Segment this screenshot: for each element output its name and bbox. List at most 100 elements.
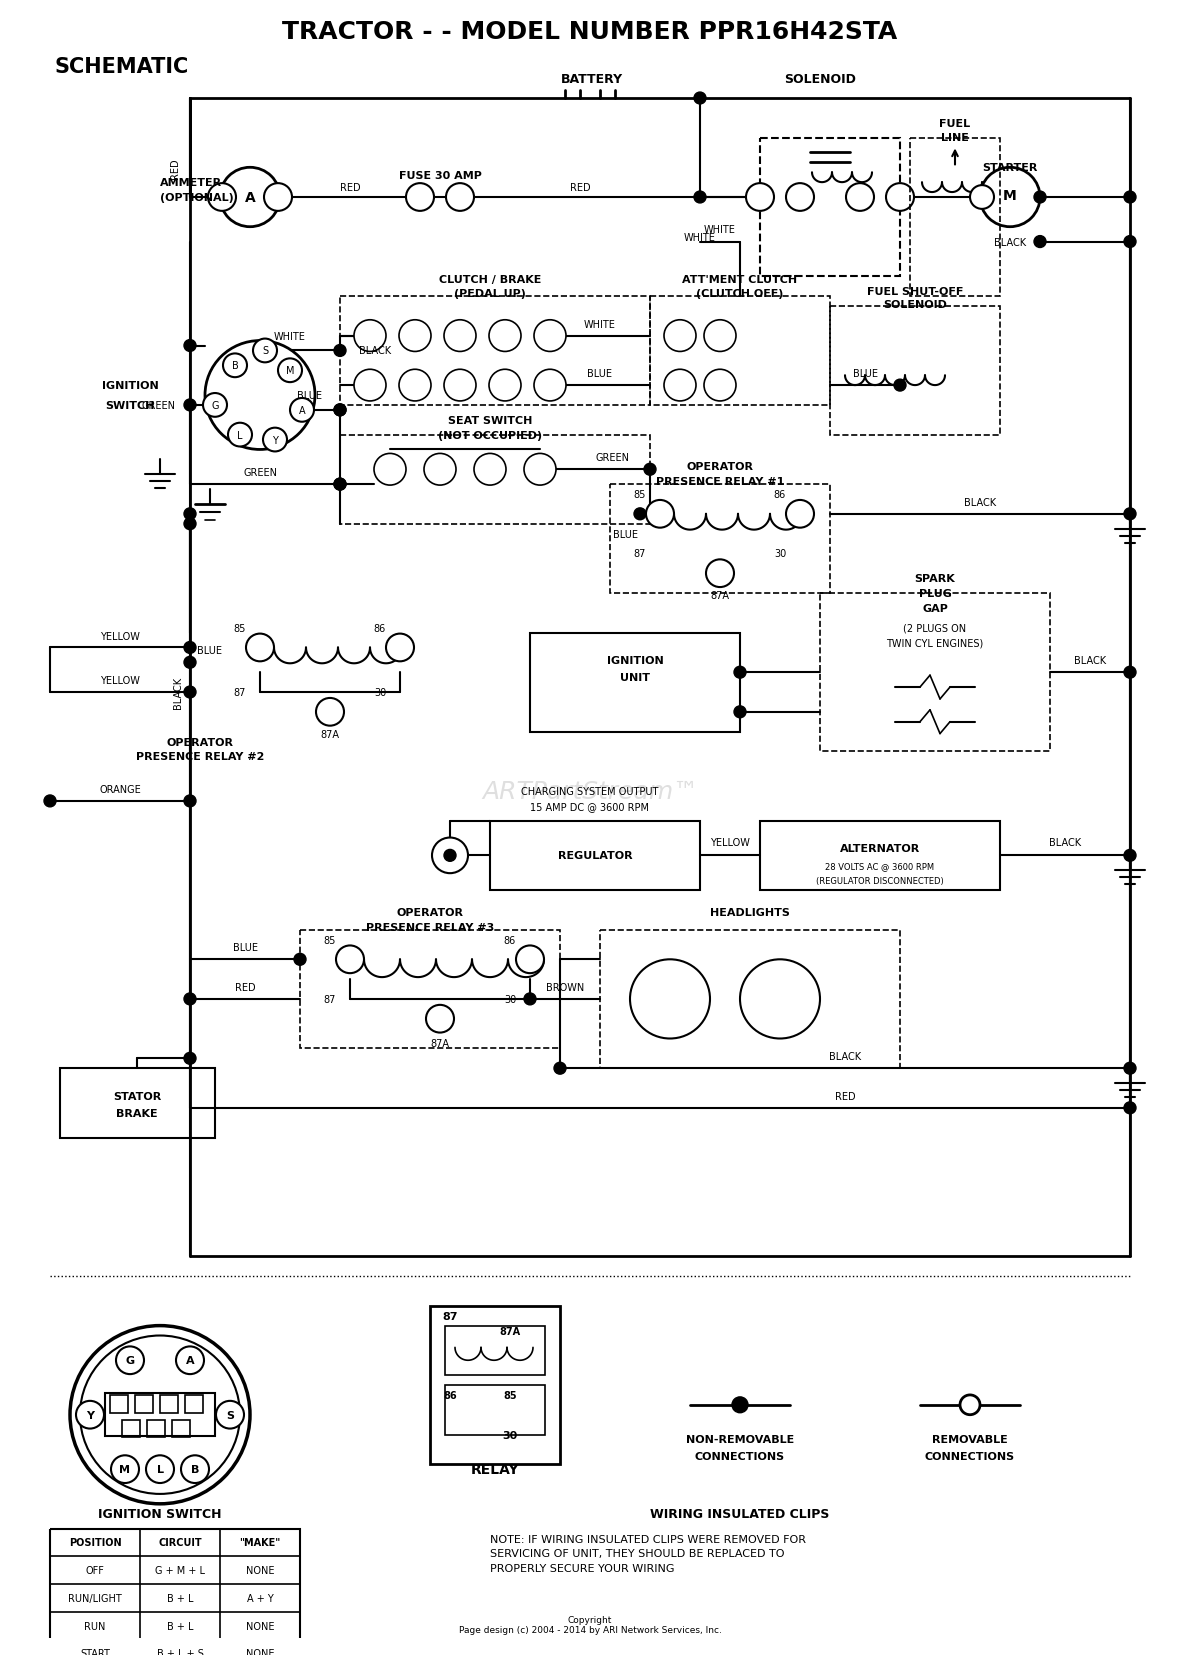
Text: (2 PLUGS ON: (2 PLUGS ON — [904, 624, 966, 634]
Text: BLACK: BLACK — [828, 1051, 861, 1063]
Circle shape — [374, 453, 406, 487]
Circle shape — [644, 463, 656, 477]
Circle shape — [424, 453, 455, 487]
Bar — [185, 1395, 203, 1413]
Bar — [172, 1420, 190, 1438]
Circle shape — [184, 341, 196, 353]
Text: B: B — [231, 361, 238, 371]
Bar — [445, 1326, 545, 1375]
Circle shape — [1125, 237, 1136, 248]
Circle shape — [184, 518, 196, 530]
Text: (PEDAL UP): (PEDAL UP) — [454, 290, 526, 300]
Text: 85: 85 — [634, 490, 647, 500]
Circle shape — [630, 960, 710, 1039]
Text: BLUE: BLUE — [852, 369, 878, 379]
Circle shape — [399, 321, 431, 353]
Circle shape — [489, 371, 522, 402]
Bar — [105, 1394, 215, 1437]
Circle shape — [406, 184, 434, 212]
Circle shape — [184, 1053, 196, 1064]
Text: SWITCH: SWITCH — [105, 401, 155, 410]
Text: 15 AMP DC @ 3600 RPM: 15 AMP DC @ 3600 RPM — [531, 801, 649, 811]
Text: PRESENCE RELAY #2: PRESENCE RELAY #2 — [136, 751, 264, 761]
Circle shape — [219, 169, 280, 228]
Circle shape — [386, 634, 414, 662]
Text: 85: 85 — [323, 935, 336, 945]
Text: ATT'MENT CLUTCH: ATT'MENT CLUTCH — [682, 275, 798, 285]
Circle shape — [264, 184, 291, 212]
Circle shape — [176, 1347, 204, 1374]
Text: IGNITION SWITCH: IGNITION SWITCH — [98, 1508, 222, 1521]
Text: GREEN: GREEN — [243, 468, 277, 478]
Bar — [760, 821, 999, 890]
Circle shape — [245, 634, 274, 662]
Bar — [830, 306, 999, 435]
Text: G: G — [211, 401, 218, 410]
Circle shape — [645, 501, 674, 528]
Text: (REGULATOR DISCONNECTED): (REGULATOR DISCONNECTED) — [817, 875, 944, 885]
Text: POSITION: POSITION — [68, 1537, 122, 1547]
Text: BATTERY: BATTERY — [560, 73, 623, 86]
Circle shape — [970, 185, 994, 210]
Circle shape — [746, 184, 774, 212]
Text: BLACK: BLACK — [994, 237, 1027, 247]
Circle shape — [474, 453, 506, 487]
Text: B + L: B + L — [166, 1592, 194, 1604]
Text: NONE: NONE — [245, 1566, 274, 1576]
Text: START: START — [80, 1648, 110, 1655]
Text: BROWN: BROWN — [546, 983, 584, 993]
Circle shape — [734, 667, 746, 679]
Text: 87: 87 — [634, 549, 647, 559]
Bar — [490, 821, 700, 890]
Text: SCHEMATIC: SCHEMATIC — [55, 58, 189, 78]
Circle shape — [184, 508, 196, 520]
Circle shape — [981, 169, 1040, 228]
Text: L: L — [157, 1465, 164, 1475]
Text: SPARK: SPARK — [914, 574, 956, 584]
Text: 30: 30 — [503, 1430, 518, 1440]
Circle shape — [444, 371, 476, 402]
Circle shape — [553, 1063, 566, 1074]
Circle shape — [184, 993, 196, 1005]
Text: OFF: OFF — [86, 1566, 105, 1576]
Text: Y: Y — [273, 435, 278, 445]
Text: A: A — [185, 1355, 195, 1365]
Circle shape — [44, 796, 55, 808]
Text: 30: 30 — [374, 687, 386, 698]
Text: CONNECTIONS: CONNECTIONS — [925, 1451, 1015, 1461]
Bar — [135, 1395, 153, 1413]
Text: OPERATOR: OPERATOR — [687, 462, 754, 472]
Text: B + L + S: B + L + S — [157, 1648, 203, 1655]
Circle shape — [216, 1402, 244, 1428]
Text: PRESENCE RELAY #1: PRESENCE RELAY #1 — [656, 477, 785, 487]
Circle shape — [184, 687, 196, 698]
Text: AMMETER: AMMETER — [160, 179, 222, 189]
Circle shape — [444, 321, 476, 353]
Text: M: M — [286, 366, 294, 376]
Circle shape — [786, 501, 814, 528]
Text: LINE: LINE — [942, 132, 969, 142]
Text: S: S — [227, 1410, 234, 1420]
Circle shape — [1125, 1063, 1136, 1074]
Circle shape — [516, 947, 544, 973]
Circle shape — [524, 993, 536, 1005]
Text: SOLENOID: SOLENOID — [883, 300, 946, 309]
Circle shape — [734, 707, 746, 718]
Text: IGNITION: IGNITION — [101, 381, 158, 391]
Text: SEAT SWITCH: SEAT SWITCH — [448, 415, 532, 425]
Bar — [50, 1529, 300, 1655]
Text: Copyright
Page design (c) 2004 - 2014 by ARI Network Services, Inc.: Copyright Page design (c) 2004 - 2014 by… — [459, 1615, 721, 1633]
Circle shape — [354, 321, 386, 353]
Text: 86: 86 — [774, 490, 786, 500]
Text: "MAKE": "MAKE" — [240, 1537, 281, 1547]
Text: 86: 86 — [374, 624, 386, 634]
Text: 85: 85 — [234, 624, 247, 634]
Bar — [820, 594, 1050, 751]
Text: YELLOW: YELLOW — [100, 631, 140, 640]
Text: BLUE: BLUE — [297, 391, 322, 401]
Text: BLACK: BLACK — [359, 346, 391, 356]
Text: BLACK: BLACK — [964, 498, 996, 508]
Circle shape — [706, 559, 734, 588]
Text: CHARGING SYSTEM OUTPUT: CHARGING SYSTEM OUTPUT — [522, 786, 658, 796]
Circle shape — [278, 359, 302, 382]
